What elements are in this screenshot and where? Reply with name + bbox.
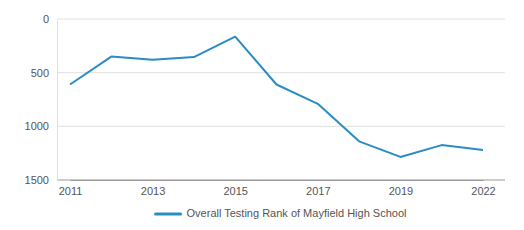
grid	[57, 19, 505, 180]
y-tick-label: 0	[43, 13, 49, 25]
legend: Overall Testing Rank of Mayfield High Sc…	[156, 207, 407, 219]
y-tick: 1500	[25, 174, 57, 186]
y-tick: 500	[31, 67, 57, 79]
legend-label: Overall Testing Rank of Mayfield High Sc…	[187, 207, 407, 219]
y-axis: 0 500 1000 1500	[25, 13, 58, 186]
x-tick: 2019	[389, 180, 413, 197]
x-tick-label: 2022	[471, 185, 495, 197]
legend-swatch	[156, 213, 181, 216]
grid-line	[57, 19, 505, 20]
line	[70, 37, 483, 157]
x-tick: 2015	[223, 180, 247, 197]
y-tick-label: 500	[31, 67, 49, 79]
x-axis: 2011 2013 2015 2017 2019 2022	[59, 180, 496, 197]
chart: 0 500 1000 1500 2011 2013 2015 2017 2019 2022 Over…	[0, 0, 524, 230]
x-tick: 2017	[306, 180, 330, 197]
y-axis-line	[57, 20, 58, 181]
x-tick-label: 2017	[306, 185, 330, 197]
grid-line	[57, 72, 505, 73]
y-tick-label: 1500	[25, 174, 49, 186]
x-tick-label: 2013	[141, 185, 165, 197]
plot	[70, 37, 483, 157]
x-tick-label: 2015	[223, 185, 247, 197]
y-tick: 0	[43, 13, 57, 25]
x-tick: 2011	[59, 180, 83, 197]
x-tick-label: 2011	[59, 185, 83, 197]
x-axis-line	[71, 180, 484, 181]
y-tick: 1000	[25, 120, 57, 132]
grid-line	[57, 126, 505, 127]
x-tick: 2013	[141, 180, 165, 197]
x-tick-label: 2019	[389, 185, 413, 197]
grid-line	[57, 180, 505, 181]
x-tick: 2022	[471, 180, 495, 197]
y-tick-label: 1000	[25, 120, 49, 132]
